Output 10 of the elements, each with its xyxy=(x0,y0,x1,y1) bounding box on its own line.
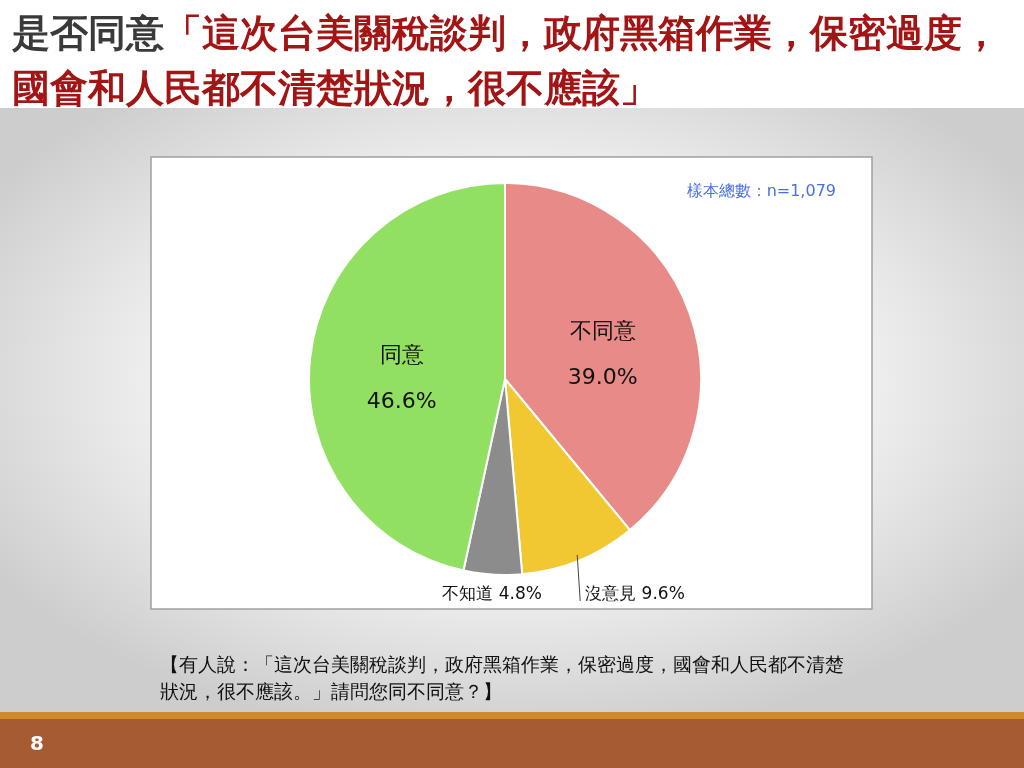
text: 【有人說：「這次台美關稅談判，政府黑箱作業，保密過度，國會和人民都不清楚狀況，很不應該。」請問您同不同意？】 xyxy=(160,652,845,704)
slice-label: 沒意見 9.6% xyxy=(585,583,685,603)
slice-label: 不同意 xyxy=(569,317,636,343)
data-label: 46.6% xyxy=(366,387,437,413)
text: 8 xyxy=(30,731,44,755)
chart-title: 是否同意「這次台美關稅談判，政府黑箱作業，保密過度，國會和人民都不清楚狀況，很不應該」 xyxy=(12,11,1000,110)
text: 樣本總數：n=1,079 xyxy=(686,181,836,200)
slice-label: 同意 xyxy=(379,341,424,367)
data-label: 39.0% xyxy=(567,363,638,389)
slice-label: 不知道 4.8% xyxy=(442,583,542,603)
